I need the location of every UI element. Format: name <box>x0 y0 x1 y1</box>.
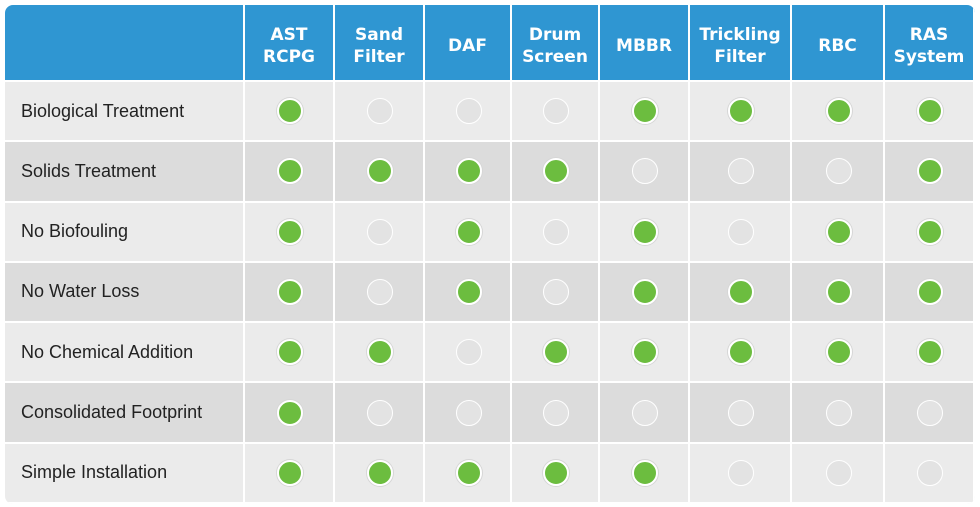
check-dot <box>632 279 658 305</box>
check-dot <box>917 158 943 185</box>
header-text: AST <box>270 24 308 45</box>
check-dot <box>728 98 754 125</box>
check-dot <box>367 158 393 185</box>
check-dot <box>632 459 658 486</box>
empty-dot <box>825 158 852 185</box>
row-label: No Chemical Addition <box>5 323 245 384</box>
check-dot <box>728 279 754 305</box>
empty-dot <box>543 399 569 426</box>
check-dot <box>543 158 569 185</box>
check-dot <box>367 339 393 366</box>
empty-dot <box>825 459 852 486</box>
header-text: Trickling <box>699 24 781 45</box>
check-dot <box>632 218 658 245</box>
empty-dot <box>367 399 393 426</box>
column-header: Drum Screen <box>512 5 600 82</box>
header-text: RAS <box>909 24 949 45</box>
empty-dot <box>728 158 754 185</box>
check-dot <box>543 459 569 486</box>
header-text: Filter <box>353 46 405 67</box>
check-dot <box>825 279 852 305</box>
check-dot <box>917 218 943 245</box>
column-header: DAF <box>425 5 512 82</box>
check-dot <box>917 98 943 125</box>
cell <box>245 383 335 444</box>
check-dot <box>825 98 852 125</box>
empty-dot <box>728 218 754 245</box>
check-dot <box>277 459 303 486</box>
empty-dot <box>543 279 569 305</box>
header-corner <box>5 5 245 82</box>
empty-dot <box>917 399 943 426</box>
empty-dot <box>632 399 658 426</box>
column-header: RAS System <box>885 5 975 82</box>
header-text: Drum <box>528 24 582 45</box>
row-label: Biological Treatment <box>5 82 245 143</box>
check-dot <box>277 339 303 366</box>
empty-dot <box>632 158 658 185</box>
column-header: Sand Filter <box>335 5 425 82</box>
header-text: RBC <box>818 35 857 56</box>
row-label: No Water Loss <box>5 262 245 324</box>
empty-dot <box>455 98 482 125</box>
column-header: Trickling Filter <box>690 5 792 82</box>
empty-dot <box>455 399 482 426</box>
check-dot <box>277 98 303 125</box>
header-text: MBBR <box>616 35 672 56</box>
cell <box>512 202 600 263</box>
empty-dot <box>728 399 754 426</box>
empty-dot <box>367 279 393 305</box>
row-label: Solids Treatment <box>5 142 245 203</box>
check-dot <box>825 218 852 245</box>
check-dot <box>277 399 303 426</box>
check-dot <box>632 339 658 366</box>
check-dot <box>543 339 569 366</box>
empty-dot <box>728 459 754 486</box>
check-dot <box>728 339 754 366</box>
empty-dot <box>825 399 852 426</box>
check-dot <box>455 158 482 185</box>
check-dot <box>825 339 852 366</box>
empty-dot <box>367 98 393 125</box>
header-text: DAF <box>448 35 487 56</box>
cell <box>600 142 690 203</box>
check-dot <box>455 279 482 305</box>
empty-dot <box>917 459 943 486</box>
row-label: No Biofouling <box>5 202 245 263</box>
check-dot <box>455 459 482 486</box>
check-dot <box>367 459 393 486</box>
column-header: AST RCPG <box>245 5 335 82</box>
empty-dot <box>455 339 482 366</box>
comparison-table: AST RCPG Sand Filter DAF Drum Screen MBBR Trickl… <box>5 5 975 504</box>
header-text: System <box>893 46 965 67</box>
header-text: Filter <box>714 46 766 67</box>
column-header: RBC <box>792 5 885 82</box>
row-label: Consolidated Footprint <box>5 383 245 444</box>
empty-dot <box>543 98 569 125</box>
check-dot <box>917 339 943 366</box>
header-text: RCPG <box>263 46 315 67</box>
empty-dot <box>543 218 569 245</box>
check-dot <box>277 158 303 185</box>
header-text: Sand <box>355 24 403 45</box>
check-dot <box>277 218 303 245</box>
column-header: MBBR <box>600 5 690 82</box>
header-text: Screen <box>522 46 588 67</box>
row-label: Simple Installation <box>5 443 245 504</box>
check-dot <box>455 218 482 245</box>
empty-dot <box>367 218 393 245</box>
check-dot <box>632 98 658 125</box>
check-dot <box>277 279 303 305</box>
check-dot <box>917 279 943 305</box>
